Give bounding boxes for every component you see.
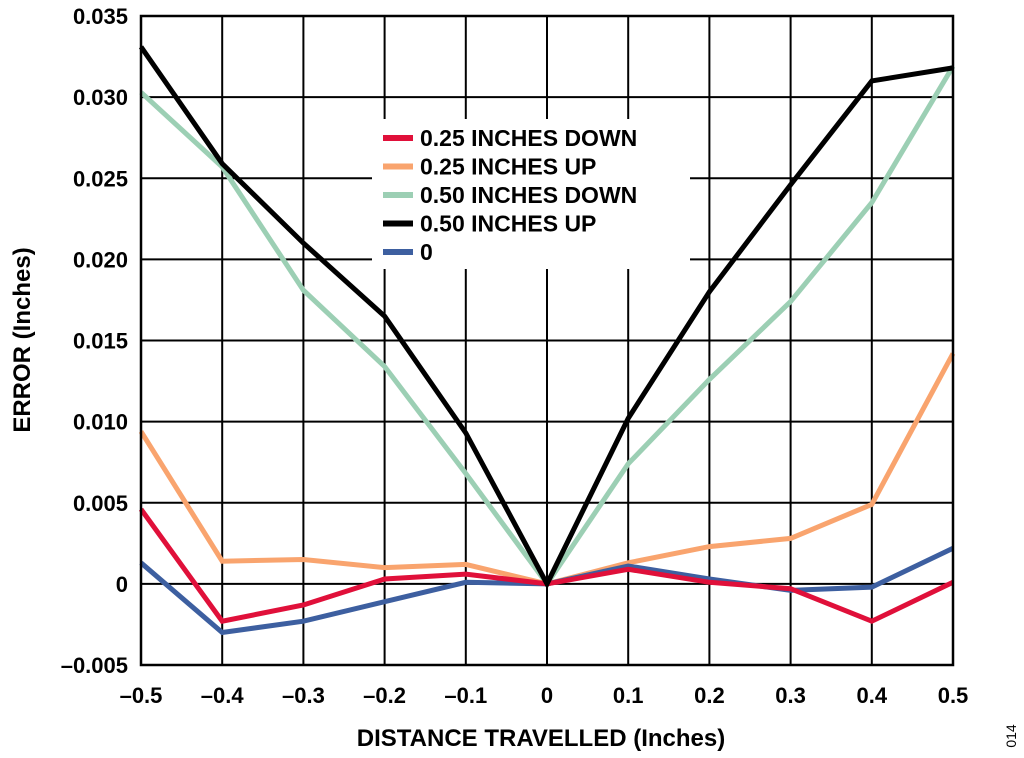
grid	[140, 15, 954, 666]
legend-label-3: 0.50 INCHES UP	[420, 211, 596, 237]
x-tick-label: –0.3	[282, 683, 325, 708]
x-tick-label: –0.1	[444, 683, 487, 708]
x-tick-label: 0.1	[613, 683, 644, 708]
y-tick-label: 0.035	[73, 4, 128, 29]
legend-label-0: 0.25 INCHES DOWN	[420, 125, 637, 151]
y-tick-labels: –0.005 0 0.005 0.010 0.015 0.020 0.025 0.030 0.0…	[61, 4, 128, 678]
figure-id: 014	[1003, 724, 1019, 748]
series-layer	[138, 45, 956, 636]
y-tick-label: 0.025	[73, 166, 128, 191]
x-tick-label: 0	[541, 683, 553, 708]
x-tick-label: 0.4	[857, 683, 888, 708]
x-tick-label: 0.3	[775, 683, 806, 708]
legend-label-2: 0.50 INCHES DOWN	[420, 182, 637, 208]
legend-label-4: 0	[420, 239, 433, 265]
x-tick-label: –0.2	[363, 683, 406, 708]
x-tick-labels: –0.5 –0.4 –0.3 –0.2 –0.1 0 0.1 0.2 0.3 0.4 0.5	[120, 683, 969, 708]
y-tick-label: 0	[116, 572, 128, 597]
plot-frame	[139, 14, 955, 667]
x-tick-label: –0.5	[120, 683, 163, 708]
y-axis-title: ERROR (Inches)	[9, 247, 36, 432]
y-tick-label: 0.005	[73, 491, 128, 516]
x-axis-title: DISTANCE TRAVELLED (Inches)	[357, 725, 725, 752]
legend-label-1: 0.25 INCHES UP	[420, 154, 596, 180]
y-tick-label: 0.030	[73, 85, 128, 110]
y-tick-label: 0.015	[73, 329, 128, 354]
y-tick-label: –0.005	[61, 653, 128, 678]
y-tick-label: 0.020	[73, 247, 128, 272]
legend-box	[372, 119, 690, 269]
x-tick-label: –0.4	[201, 683, 245, 708]
x-tick-label: 0.5	[938, 683, 969, 708]
series-line-3	[138, 45, 954, 590]
y-tick-label: 0.010	[73, 410, 128, 435]
x-tick-label: 0.2	[694, 683, 725, 708]
